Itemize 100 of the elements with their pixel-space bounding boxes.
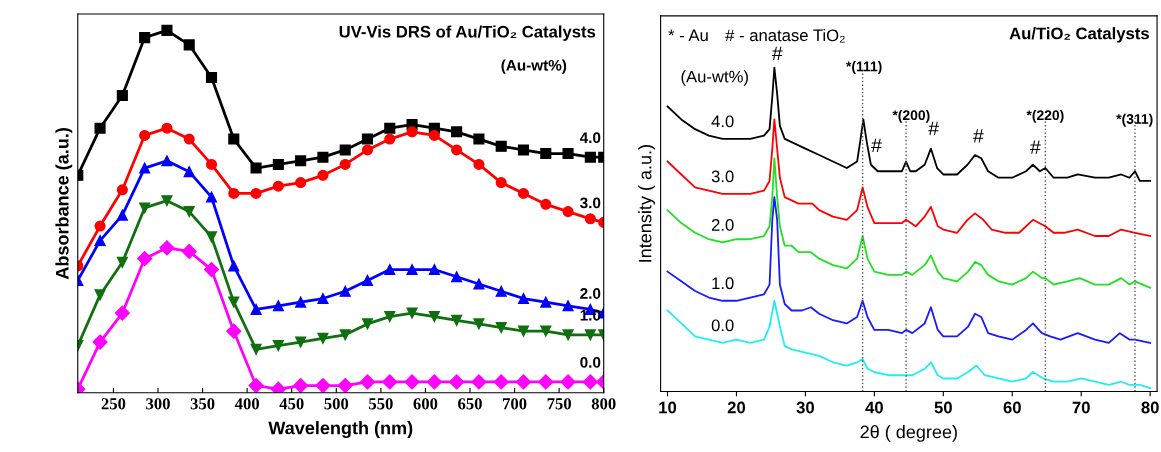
x-tick-label: 650 xyxy=(458,398,482,410)
x-tick-label: 400 xyxy=(234,398,260,410)
point xyxy=(337,377,353,393)
point xyxy=(293,377,309,393)
point xyxy=(451,271,463,283)
point xyxy=(183,205,195,218)
point xyxy=(94,289,106,301)
point xyxy=(493,374,509,390)
point xyxy=(139,162,151,174)
point xyxy=(562,205,574,218)
point xyxy=(361,144,374,156)
x-tick-label: 350 xyxy=(190,398,215,410)
point xyxy=(384,133,396,145)
annotation: # xyxy=(973,129,984,143)
point xyxy=(228,260,240,272)
point xyxy=(139,32,151,44)
x-tick-label: 550 xyxy=(369,398,393,410)
point xyxy=(161,195,173,207)
point xyxy=(428,311,440,323)
text: # xyxy=(771,46,783,60)
point xyxy=(517,187,530,199)
point xyxy=(228,133,240,145)
point xyxy=(272,340,284,352)
point xyxy=(116,184,128,196)
series-label: 4.0 xyxy=(711,115,734,128)
point xyxy=(540,148,552,160)
x-tick-label: 250 xyxy=(101,398,126,410)
point xyxy=(384,122,396,134)
point xyxy=(538,374,554,390)
point xyxy=(584,329,596,341)
point xyxy=(473,278,485,290)
point xyxy=(137,251,153,267)
point xyxy=(451,314,463,326)
point xyxy=(205,158,218,170)
point xyxy=(359,374,376,390)
point xyxy=(339,144,351,156)
point xyxy=(205,191,218,203)
x-tick-label: 450 xyxy=(279,398,304,410)
point xyxy=(250,187,262,199)
point xyxy=(361,318,374,330)
point xyxy=(449,374,465,390)
point xyxy=(517,325,530,337)
point xyxy=(272,158,284,170)
point xyxy=(228,187,240,199)
point xyxy=(94,234,106,247)
y-axis-title: Intensity ( a.u.) xyxy=(638,145,656,262)
x-axis-title: 2θ ( degree) xyxy=(860,425,957,442)
point xyxy=(471,374,487,390)
point xyxy=(382,374,398,390)
point xyxy=(114,305,130,321)
point xyxy=(315,377,331,393)
chart-title: Au/TiO₂ Catalysts xyxy=(1009,27,1149,43)
point xyxy=(116,90,128,102)
point xyxy=(339,329,351,341)
point xyxy=(161,122,173,134)
point xyxy=(404,374,420,390)
point xyxy=(116,209,128,221)
chart-title: UV-Vis DRS of Au/TiO₂ Catalysts xyxy=(339,25,596,41)
series-label: 0.0 xyxy=(711,319,734,332)
x-tick-label: 70 xyxy=(1072,401,1090,414)
x-tick-label: 700 xyxy=(503,398,527,410)
point xyxy=(584,213,596,225)
point xyxy=(517,292,530,305)
x-tick-label: 500 xyxy=(324,398,349,410)
annotation: (Au-wt%) xyxy=(501,59,567,74)
point xyxy=(428,129,440,141)
series-label: 0.0 xyxy=(580,356,601,368)
annotation: # xyxy=(871,138,882,152)
point xyxy=(183,39,195,51)
text: * - Au xyxy=(668,29,708,42)
x-tick-label: 300 xyxy=(146,398,170,410)
x-tick-label: 750 xyxy=(547,398,572,410)
point xyxy=(495,177,507,189)
point xyxy=(495,285,507,297)
annotation: *(200) xyxy=(892,109,930,123)
point xyxy=(582,374,598,390)
point xyxy=(183,133,195,145)
point xyxy=(295,177,307,189)
y-axis-title: Absorbance (a.u.) xyxy=(55,128,73,280)
annotation: # xyxy=(1030,140,1041,154)
point xyxy=(250,303,262,315)
point xyxy=(562,300,574,312)
point xyxy=(139,202,151,214)
point xyxy=(495,140,507,152)
point xyxy=(205,231,218,243)
point xyxy=(584,151,596,163)
point xyxy=(295,155,307,167)
x-tick-label: 600 xyxy=(413,398,438,410)
series-label: 3.0 xyxy=(580,197,601,209)
point xyxy=(317,332,329,344)
x-tick-label: 80 xyxy=(1141,401,1159,414)
point xyxy=(406,263,418,276)
point xyxy=(250,162,262,174)
text: # - anatase TiO₂ xyxy=(725,28,845,43)
annotation: *(111) xyxy=(846,61,882,75)
point xyxy=(295,296,307,308)
series-label: 4.0 xyxy=(579,132,601,144)
x-tick-label: 60 xyxy=(1003,401,1021,414)
point xyxy=(317,292,329,305)
point xyxy=(339,158,351,170)
